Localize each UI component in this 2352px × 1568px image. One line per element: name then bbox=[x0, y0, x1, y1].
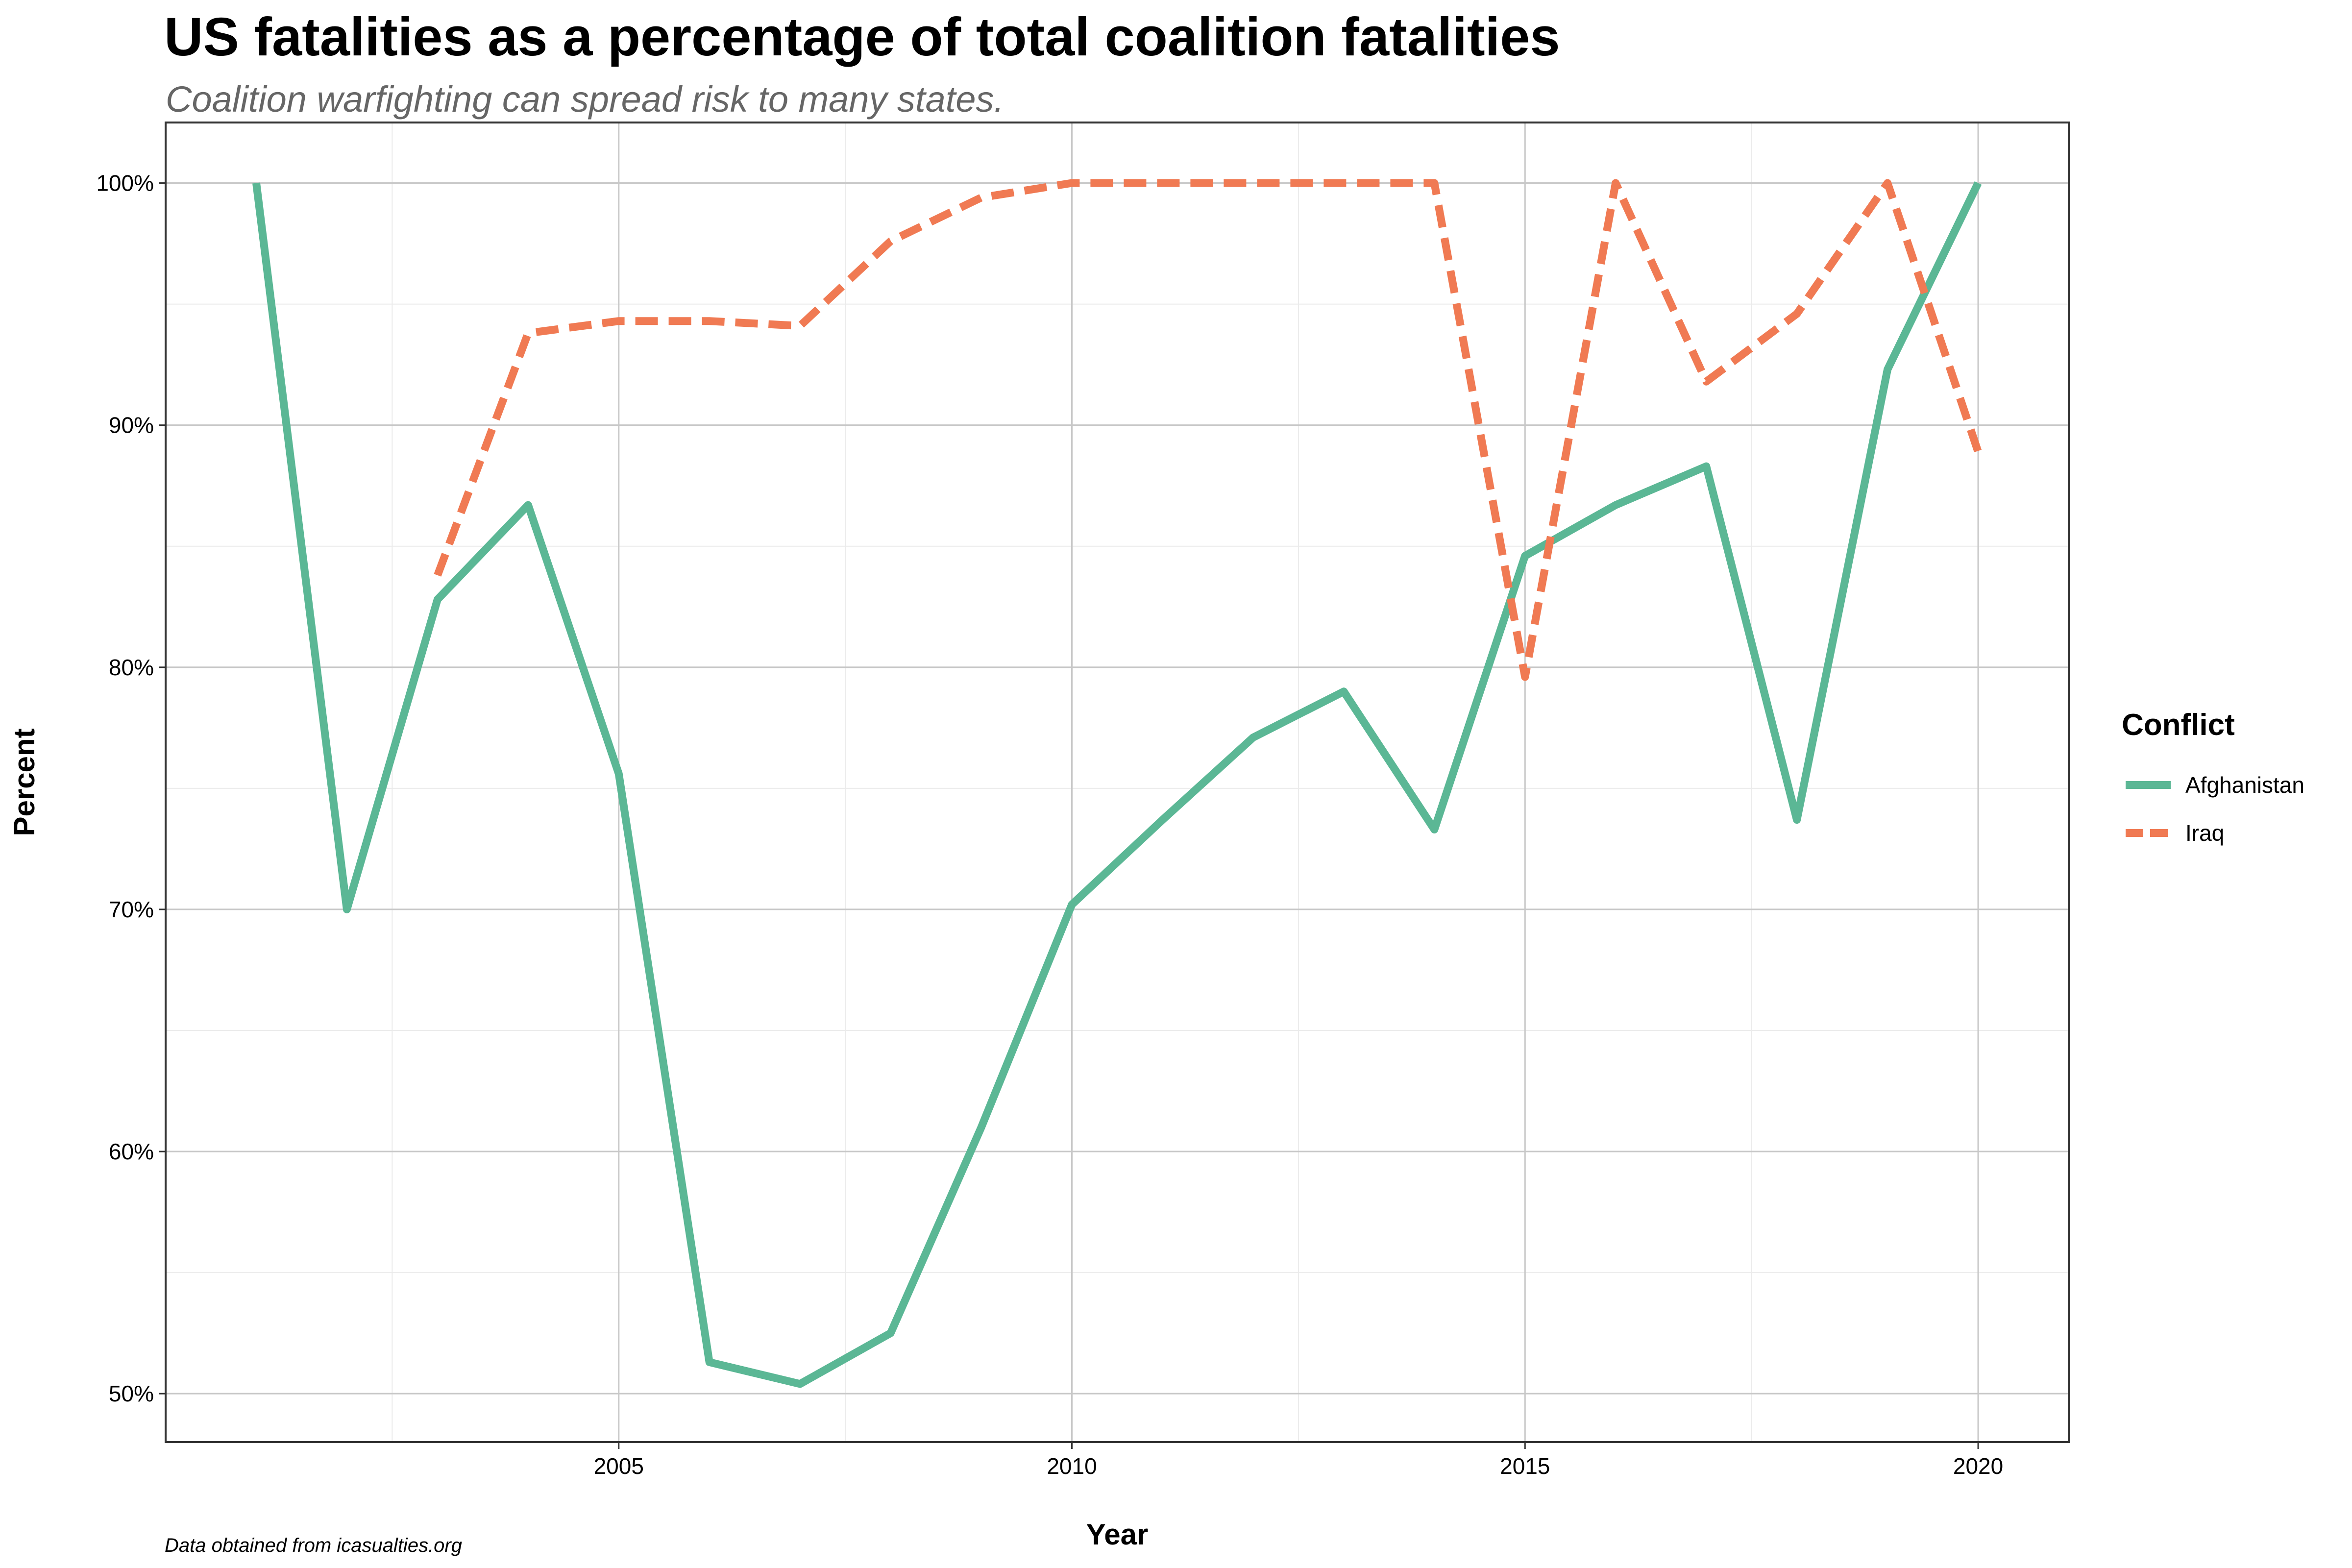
legend-title: Conflict bbox=[2122, 708, 2235, 742]
x-tick-label: 2020 bbox=[1953, 1453, 2003, 1479]
x-tick-label: 2010 bbox=[1047, 1453, 1097, 1479]
y-tick-label: 90% bbox=[109, 413, 154, 438]
chart-title: US fatalities as a percentage of total c… bbox=[164, 7, 1560, 67]
plot-panel-border bbox=[165, 122, 2070, 1443]
legend-label-afghanistan: Afghanistan bbox=[2185, 772, 2304, 798]
x-tick-label: 2005 bbox=[594, 1453, 644, 1479]
grid-lines bbox=[166, 122, 2069, 1442]
y-tick-label: 70% bbox=[109, 897, 154, 922]
chart-subtitle: Coalition warfighting can spread risk to… bbox=[166, 79, 1004, 120]
series-line-iraq bbox=[434, 179, 1982, 681]
x-tick-label: 2015 bbox=[1500, 1453, 1550, 1479]
x-axis-title: Year bbox=[1086, 1518, 1149, 1551]
y-tick-label: 60% bbox=[109, 1139, 154, 1164]
legend-label-iraq: Iraq bbox=[2185, 820, 2224, 846]
y-tick-label: 80% bbox=[109, 655, 154, 680]
y-tick-label: 50% bbox=[109, 1381, 154, 1406]
legend: Conflict Afghanistan Iraq bbox=[2122, 708, 2304, 846]
data-source-caption: Data obtained from icasualties.org bbox=[165, 1535, 462, 1556]
series-line-afghanistan bbox=[252, 181, 1982, 1388]
axis-ticks: 2005 2010 2015 2020 50% 60% 70% 80% 90% 100% bbox=[96, 171, 2003, 1479]
y-tick-label: 100% bbox=[96, 171, 154, 196]
series-lines bbox=[252, 179, 1982, 1388]
y-axis-title: Percent bbox=[8, 728, 41, 836]
